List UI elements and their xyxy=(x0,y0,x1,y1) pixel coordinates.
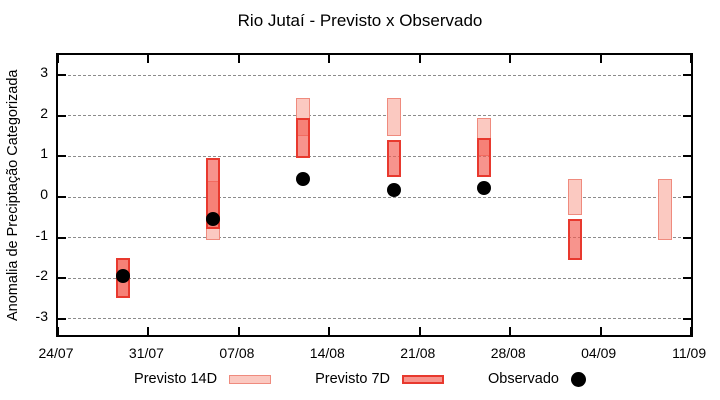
x-tick-mark-bottom xyxy=(57,327,59,335)
x-tick-mark-top xyxy=(690,55,693,63)
y-tick-label: -3 xyxy=(35,307,48,324)
x-tick-mark-bottom xyxy=(690,327,693,335)
y-tick-mark-right xyxy=(683,236,691,239)
y-tick-mark-left xyxy=(58,196,66,198)
grid-line xyxy=(58,74,691,76)
bar-previsto-14d xyxy=(567,178,582,216)
x-tick-label: 28/08 xyxy=(490,345,526,361)
y-tick-label: 2 xyxy=(40,104,48,121)
bar-previsto-7d xyxy=(296,117,311,159)
x-tick-mark-top xyxy=(237,55,240,63)
x-tick-mark-bottom xyxy=(147,327,150,335)
y-tick-mark-right xyxy=(683,155,691,158)
x-tick-label: 07/08 xyxy=(219,345,255,361)
x-tick-label: 21/08 xyxy=(400,345,436,361)
x-tick-mark-top xyxy=(328,55,331,63)
y-tick-mark-left xyxy=(58,155,66,158)
y-tick-mark-right xyxy=(683,114,691,117)
legend-swatch-previsto-7d xyxy=(402,374,445,384)
x-tick-label: 14/08 xyxy=(309,345,345,361)
legend-item-observado: Observado xyxy=(488,371,586,387)
grid-line xyxy=(58,115,691,117)
x-tick-label: 04/09 xyxy=(581,345,617,361)
x-tick-label: 11/09 xyxy=(672,345,707,361)
x-tick-label: 24/07 xyxy=(38,345,74,361)
plot-area xyxy=(56,53,693,337)
legend-label-previsto-14d: Previsto 14D xyxy=(134,371,218,387)
y-tick-label: -1 xyxy=(35,226,48,243)
y-tick-label: -2 xyxy=(35,267,48,284)
grid-line xyxy=(58,196,691,198)
observed-dot xyxy=(296,171,311,186)
y-tick-label: 0 xyxy=(40,186,48,202)
x-tick-mark-top xyxy=(57,55,59,63)
x-tick-mark-bottom xyxy=(418,327,421,335)
y-tick-label: 3 xyxy=(40,64,48,81)
x-tick-mark-top xyxy=(509,55,512,63)
y-tick-mark-left xyxy=(58,74,66,77)
y-tick-mark-left xyxy=(58,277,66,280)
observed-dot xyxy=(386,183,401,198)
bar-previsto-14d xyxy=(386,97,401,137)
grid-line xyxy=(58,155,691,157)
y-tick-label: 1 xyxy=(40,145,48,162)
y-tick-mark-left xyxy=(58,236,66,239)
legend-label-previsto-7d: Previsto 7D xyxy=(315,371,391,387)
x-tick-mark-top xyxy=(418,55,421,63)
legend-swatch-observado xyxy=(570,371,586,387)
chart-title: Rio Jutaí - Previsto x Observado xyxy=(237,11,483,30)
bar-previsto-7d xyxy=(477,138,492,177)
y-tick-mark-left xyxy=(58,317,66,320)
legend-label-observado: Observado xyxy=(488,371,559,387)
bar-previsto-14d xyxy=(658,178,673,240)
x-tick-label: 31/07 xyxy=(128,345,164,361)
grid-line xyxy=(58,237,691,239)
y-tick-mark-right xyxy=(683,74,691,77)
observed-dot xyxy=(115,269,130,284)
y-tick-mark-right xyxy=(683,196,691,198)
bar-previsto-7d xyxy=(567,219,582,260)
y-tick-mark-left xyxy=(58,114,66,117)
x-tick-mark-bottom xyxy=(599,327,602,335)
observed-dot xyxy=(477,181,492,196)
x-tick-mark-bottom xyxy=(509,327,512,335)
legend-item-previsto-14d: Previsto 14D xyxy=(134,371,272,387)
grid-line xyxy=(58,318,691,320)
bar-previsto-7d xyxy=(386,140,401,177)
observed-dot xyxy=(206,212,221,227)
x-tick-mark-bottom xyxy=(237,327,240,335)
x-tick-mark-top xyxy=(147,55,150,63)
x-tick-mark-bottom xyxy=(328,327,331,335)
x-tick-mark-top xyxy=(599,55,602,63)
bar-previsto-7d xyxy=(206,158,221,230)
legend-item-previsto-7d: Previsto 7D xyxy=(315,371,445,387)
legend-swatch-previsto-14d xyxy=(229,374,272,384)
legend: Previsto 14D Previsto 7D Observado xyxy=(0,367,720,391)
y-tick-mark-right xyxy=(683,277,691,280)
y-tick-mark-right xyxy=(683,317,691,320)
grid-line xyxy=(58,277,691,279)
